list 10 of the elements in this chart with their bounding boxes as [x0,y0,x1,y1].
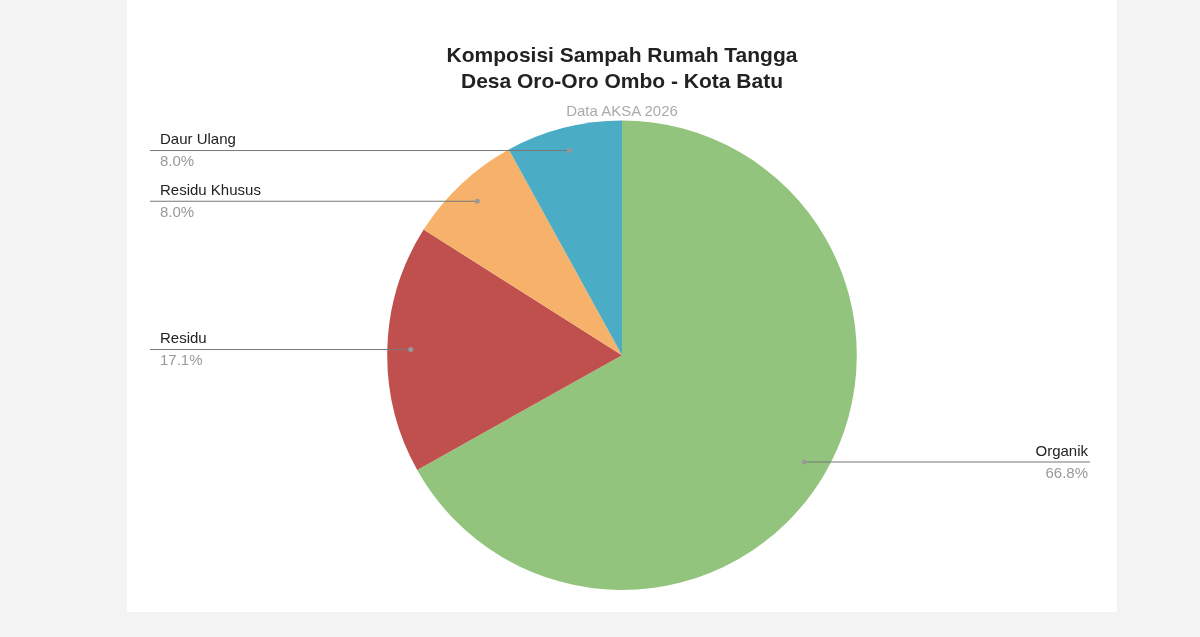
data-label: 8.0% [160,152,195,170]
data-label: 66.8% [1045,463,1088,481]
chart-title: Komposisi Sampah Rumah Tangga Desa Oro-Oro Ombo - Kota Batu [446,43,798,92]
slice-label: Daur Ulang [160,130,236,148]
data-label: 17.1% [160,351,203,369]
slice-label: Organik [1035,441,1089,459]
chart-subtitle: Data AKSA 2026 [566,101,678,119]
data-label: 8.0% [160,202,195,220]
slice-label: Residu Khusus [160,180,261,198]
slice-label: Residu [160,329,207,347]
